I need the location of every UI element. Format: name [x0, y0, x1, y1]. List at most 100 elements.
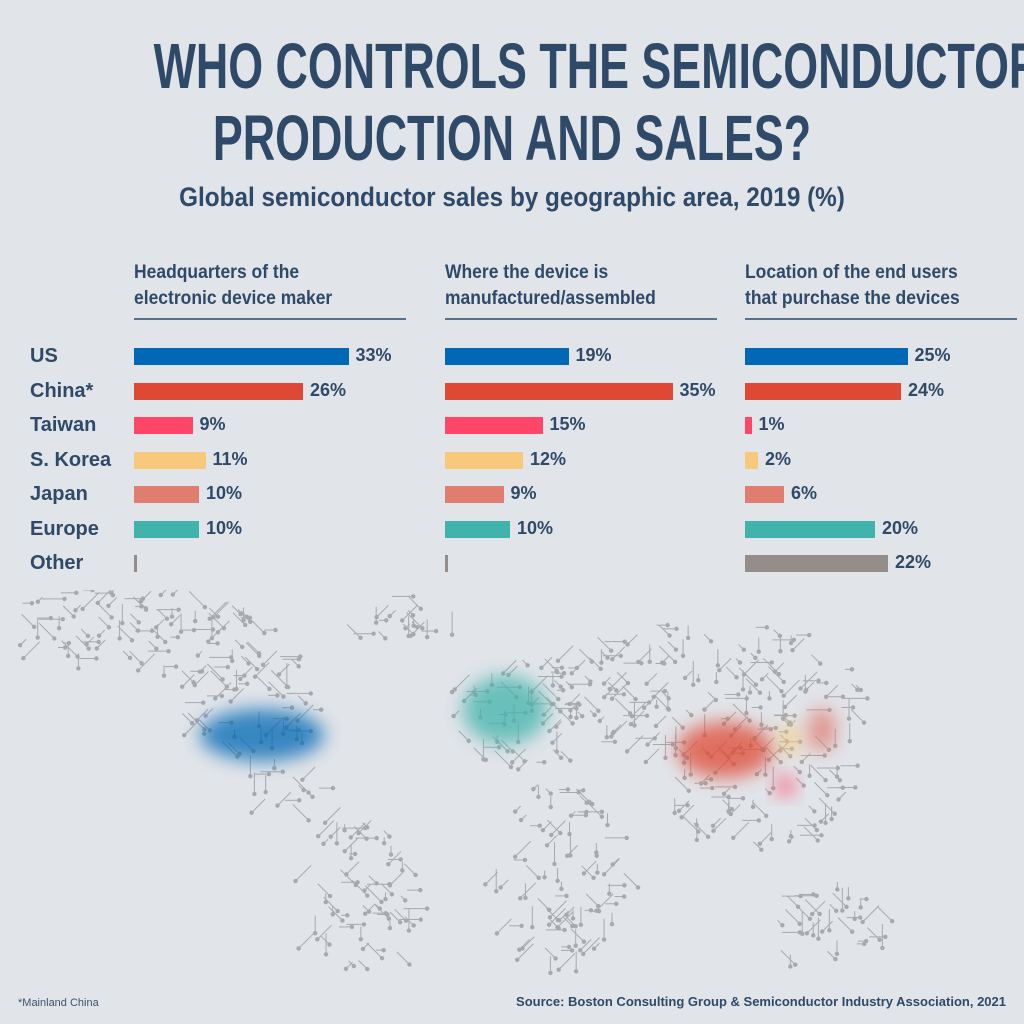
- circuit-node: [358, 936, 364, 942]
- circuit-node: [62, 596, 67, 602]
- circuit-trace: [821, 920, 833, 932]
- circuit-trace: [544, 658, 558, 672]
- circuit-node: [672, 810, 677, 816]
- circuit-node: [849, 667, 855, 672]
- value-label-2-5: 20%: [882, 518, 919, 538]
- circuit-trace: [340, 869, 357, 886]
- circuit-node: [744, 710, 749, 716]
- circuit-trace: [603, 686, 615, 698]
- source: Source: Boston Consulting Group & Semico…: [516, 994, 1006, 1009]
- circuit-node: [542, 875, 547, 880]
- circuit-node: [798, 686, 803, 691]
- circuit-node: [754, 772, 760, 777]
- circuit-node: [729, 806, 735, 812]
- circuit-node: [411, 923, 416, 928]
- circuit-node: [315, 937, 320, 942]
- circuit-trace: [622, 685, 636, 700]
- circuit-node: [811, 933, 816, 938]
- circuit-node: [815, 838, 820, 843]
- circuit-node: [609, 734, 614, 739]
- circuit-node: [215, 614, 221, 619]
- circuit-node: [202, 604, 208, 610]
- circuit-trace: [454, 674, 470, 690]
- circuit-node: [583, 813, 589, 818]
- circuit-node: [667, 633, 672, 638]
- circuit-node: [548, 804, 553, 810]
- circuit-node: [705, 834, 711, 840]
- circuit-node: [855, 687, 860, 692]
- circuit-node: [759, 722, 764, 727]
- circuit-node: [797, 769, 802, 775]
- circuit-node: [715, 663, 721, 668]
- circuit-node: [756, 818, 762, 823]
- circuit-node: [542, 760, 547, 765]
- value-label-2-6: 22%: [895, 552, 932, 572]
- circuit-node: [807, 916, 813, 922]
- circuit-trace: [387, 851, 402, 865]
- circuit-trace: [813, 781, 828, 796]
- circuit-node: [643, 759, 649, 765]
- circuit-node: [424, 906, 430, 911]
- circuit-trace: [752, 801, 767, 817]
- circuit-node: [844, 904, 849, 910]
- circuit-node: [726, 808, 731, 814]
- circuit-node: [86, 646, 91, 651]
- circuit-node: [811, 892, 816, 897]
- circuit-trace: [208, 612, 225, 629]
- circuit-node: [781, 693, 786, 698]
- circuit-node: [803, 687, 809, 693]
- circuit-node: [578, 948, 583, 953]
- circuit-trace: [654, 694, 670, 710]
- circuit-trace: [862, 905, 880, 923]
- circuit-node: [562, 927, 567, 933]
- circuit-node: [248, 619, 253, 625]
- circuit-trace: [850, 709, 865, 723]
- circuit-node: [252, 791, 257, 797]
- circuit-node: [573, 924, 578, 929]
- circuit-node: [581, 951, 586, 957]
- circuit-node: [801, 783, 806, 788]
- circuit-trace: [569, 693, 581, 705]
- circuit-node: [605, 822, 610, 828]
- circuit-node: [296, 946, 301, 951]
- circuit-node: [548, 970, 553, 976]
- circuit-node: [66, 640, 72, 646]
- circuit-trace: [254, 662, 270, 678]
- circuit-node: [595, 870, 600, 875]
- circuit-trace: [254, 674, 270, 690]
- circuit-node: [387, 925, 393, 931]
- circuit-trace: [544, 947, 556, 959]
- circuit-node: [76, 666, 81, 671]
- circuit-node: [195, 653, 201, 658]
- bar-2-2: [745, 417, 752, 434]
- circuit-node: [682, 775, 687, 781]
- circuit-trace: [548, 908, 566, 926]
- circuit-node: [853, 785, 858, 790]
- circuit-node: [540, 827, 546, 833]
- circuit-trace: [525, 865, 540, 879]
- circuit-node: [770, 785, 776, 791]
- circuit-trace: [550, 820, 566, 836]
- circuit-node: [840, 785, 845, 790]
- circuit-node: [624, 749, 630, 754]
- circuit-node: [406, 928, 412, 933]
- circuit-node: [628, 721, 634, 727]
- circuit-node: [96, 633, 102, 638]
- circuit-node: [682, 675, 688, 681]
- circuit-node: [80, 606, 85, 612]
- circuit-node: [407, 962, 412, 967]
- circuit-node: [574, 665, 580, 671]
- circuit-trace: [549, 719, 562, 732]
- circuit-node: [345, 913, 350, 918]
- circuit-node: [645, 742, 650, 747]
- circuit-node: [158, 592, 163, 598]
- circuit-node: [825, 793, 830, 798]
- circuit-trace: [682, 815, 699, 832]
- circuit-node: [769, 660, 774, 665]
- circuit-node: [161, 673, 167, 678]
- circuit-node: [737, 660, 743, 665]
- circuit-node: [747, 718, 752, 723]
- circuit-node: [389, 892, 395, 897]
- circuit-node: [201, 700, 206, 705]
- circuit-trace: [230, 688, 245, 702]
